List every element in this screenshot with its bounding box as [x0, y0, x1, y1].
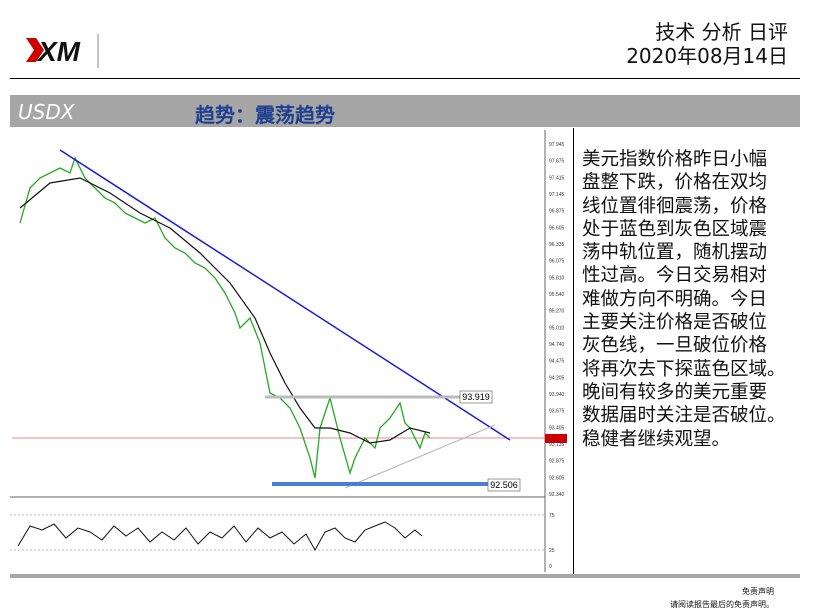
commentary-line: 难做方向不明确。今日 [582, 288, 768, 310]
price-tick-label: 92.875 [549, 459, 565, 465]
current-price-box [545, 434, 567, 443]
chart: 93.919 92.506 97.945 97.675 97.415 97.145 96… [10, 128, 573, 574]
indicator-tick-label: 25 [549, 548, 555, 554]
column-divider [573, 128, 574, 574]
trend-line [59, 149, 511, 441]
price-tick-label: 93.675 [549, 409, 565, 415]
price-tick-label: 97.945 [549, 142, 565, 148]
commentary-line: 晚间有较多的美元重要 [582, 381, 768, 403]
commentary-line: 将再次去下探蓝色区域。 [582, 358, 786, 380]
trend: 趋势：震荡趋势 [195, 103, 335, 127]
price-tick-label: 96.605 [549, 225, 565, 231]
commentary-line: 美元指数价格昨日小幅 [582, 149, 768, 170]
resistance-label: 93.919 [462, 392, 490, 402]
price-ticks: 97.945 97.675 97.415 97.145 96.875 96.605 96.3… [549, 142, 565, 498]
commentary-line: 盘整下跌，价格在双均 [582, 172, 768, 194]
support-box [487, 478, 521, 492]
commentary-line: 性过高。今日交易相对 [582, 265, 768, 287]
price-tick-label: 94.205 [549, 375, 565, 381]
resistance-box [459, 390, 493, 404]
logo-mark: XM [26, 34, 99, 68]
price-tick-label: 96.875 [549, 209, 565, 215]
disclaimer-note: 请阅读报告最后的免责声明。 [670, 600, 774, 609]
price-tick-label: 94.475 [549, 359, 565, 365]
price-tick-label: 95.810 [549, 275, 565, 281]
header-rule [10, 78, 800, 79]
commentary-line: 处于蓝色到灰色区域震 [582, 218, 768, 240]
price-tick-label: 97.415 [549, 175, 565, 181]
price-tick-label: 96.075 [549, 259, 565, 265]
price-tick-label: 94.740 [549, 342, 565, 348]
price-tick-label: 97.675 [549, 159, 565, 165]
price-tick-label: 95.010 [549, 325, 565, 331]
chart-bg [10, 128, 573, 574]
commentary-line: 主要关注价格是否破位 [582, 312, 768, 334]
support-trend-line [344, 424, 496, 489]
price-tick-label: 97.145 [549, 192, 565, 198]
report-title: 技术 分析 日评 [655, 20, 788, 44]
price-tick-label: 93.940 [549, 392, 565, 398]
logo-chevron [26, 38, 44, 62]
indicator-ticks: 75 25 0 [549, 513, 555, 570]
symbol: USDX [18, 100, 75, 124]
indicator-path [17, 521, 423, 552]
commentary-line: 线位置徘徊震荡，价格 [582, 195, 768, 217]
price-tick-label: 96.335 [549, 242, 565, 248]
indicator-tick-label: 75 [549, 513, 555, 519]
commentary-line: 数据届时关注是否破位。 [582, 405, 786, 427]
commentary-line: 荡中轨位置，随机摆动 [582, 242, 768, 264]
commentary: 美元指数价格昨日小幅 盘整下跌，价格在双均 线位置徘徊震荡，价格 处于蓝色到灰色区域震… [582, 148, 786, 451]
price-tick-label: 95.540 [549, 292, 565, 298]
indicator-tick-label: 0 [549, 564, 552, 570]
price-tick-label: 92.605 [549, 475, 565, 481]
price-tick-label: 95.270 [549, 309, 565, 315]
logo-text: XM [36, 36, 81, 67]
support-label: 92.506 [490, 480, 518, 490]
banner [10, 95, 800, 127]
moving-average [19, 177, 431, 444]
price-tick-label: 93.135 [549, 442, 565, 448]
report-date: 2020年08月14日 [626, 44, 788, 68]
price-tick-label: 93.405 [549, 425, 565, 431]
commentary-line: 灰色线，一旦破位价格 [582, 335, 768, 357]
price-path [19, 156, 431, 479]
price-tick-label: 92.340 [549, 492, 565, 498]
commentary-line: 稳健者继续观望。 [582, 428, 731, 450]
logo-box: XM [22, 30, 102, 70]
footer-bar [10, 574, 800, 578]
disclaimer-title: 免责声明 [742, 587, 774, 596]
